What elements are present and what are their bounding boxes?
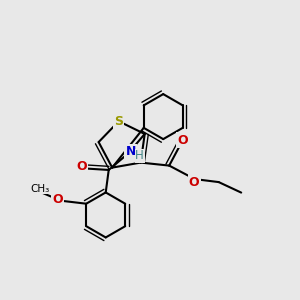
Text: CH₃: CH₃ — [30, 184, 50, 194]
Text: O: O — [76, 160, 87, 173]
Text: O: O — [52, 193, 63, 206]
Text: N: N — [125, 146, 136, 158]
Text: S: S — [114, 115, 123, 128]
Text: O: O — [177, 134, 188, 147]
Text: O: O — [189, 176, 200, 189]
Text: H: H — [135, 149, 144, 162]
